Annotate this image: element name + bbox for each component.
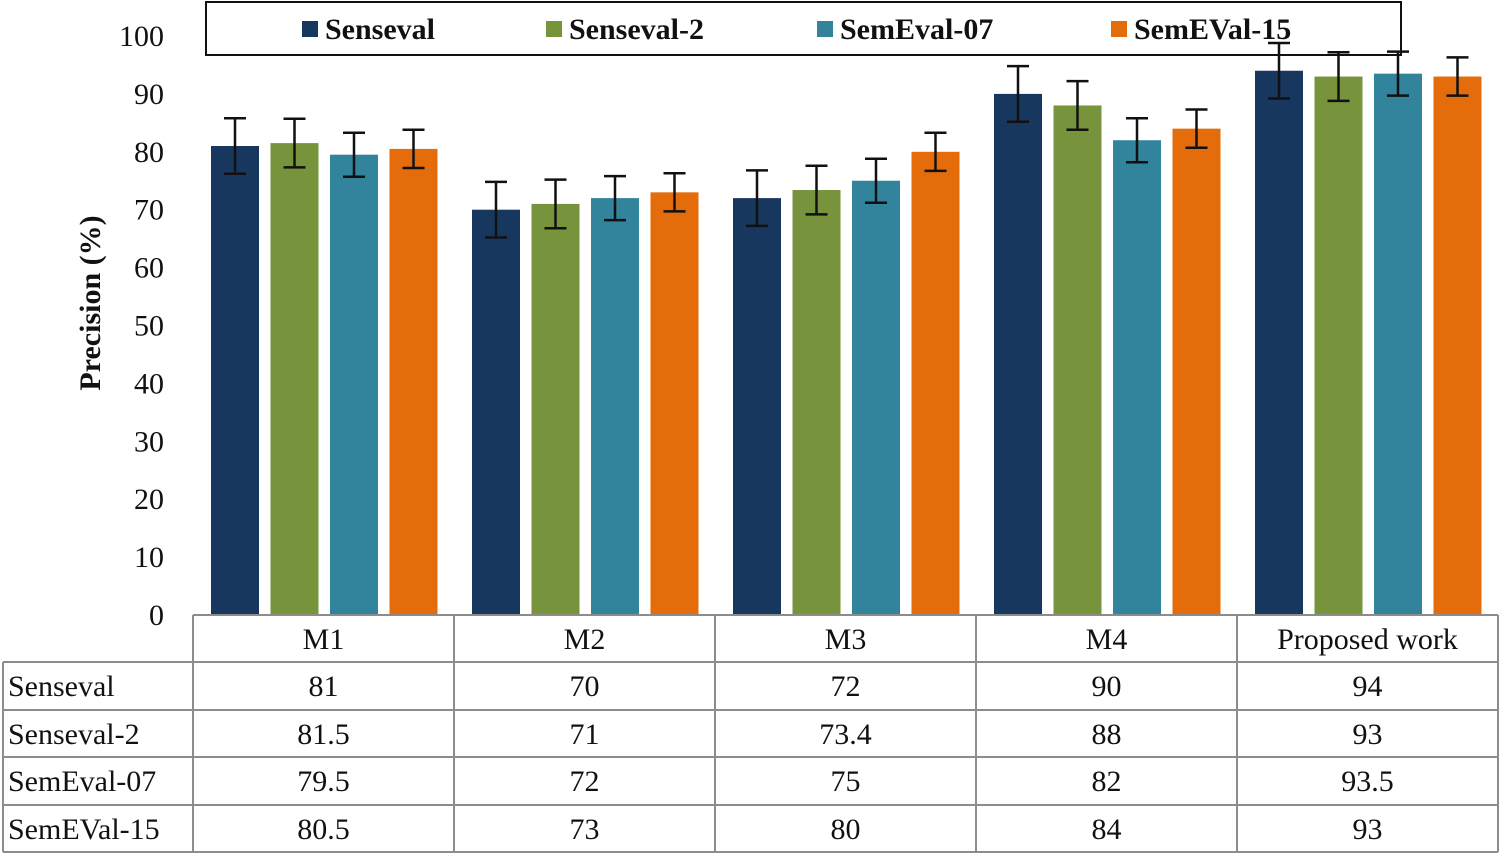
table-cell: 93	[1353, 813, 1383, 846]
bar-semeval-15-3	[911, 151, 960, 616]
error-bar	[1387, 50, 1409, 97]
error-bar	[402, 128, 425, 170]
y-tick-label: 70	[134, 194, 164, 227]
table-cell: 71	[570, 718, 600, 751]
table-row-label: SemEval-07	[8, 765, 156, 798]
y-tick-label: 60	[134, 252, 164, 285]
y-tick-label: 80	[134, 136, 164, 169]
error-bar	[544, 178, 567, 230]
y-tick-label: 50	[134, 310, 164, 343]
table-cell: 72	[831, 670, 861, 703]
bar-senseval-4	[994, 93, 1042, 615]
table-cell: 73.4	[819, 718, 872, 751]
bar-semeval-07-5	[1374, 73, 1422, 615]
legend: Senseval Senseval-2 SemEval-07 SemEVal-15	[205, 1, 1402, 56]
legend-label: Senseval	[325, 13, 435, 46]
y-axis: 0 10 20 30 40 50 60 70 80 90 100	[119, 20, 164, 632]
bar-semeval-07-3	[852, 180, 900, 615]
bar-senseval-3	[733, 198, 781, 615]
table-cell: 73	[570, 813, 600, 846]
y-tick-label: 40	[134, 367, 164, 400]
y-tick-label: 90	[134, 78, 164, 111]
bar-senseval-2-3	[792, 190, 841, 616]
error-bar	[224, 116, 246, 176]
legend-label: SemEVal-15	[1134, 13, 1291, 46]
table-cell: 90	[1092, 670, 1122, 703]
y-tick-label: 0	[149, 599, 164, 632]
bar-senseval-2-1	[270, 143, 319, 616]
table-cell: 79.5	[297, 765, 350, 798]
table-row-label: Senseval-2	[8, 718, 140, 751]
table-cell: 88	[1092, 718, 1122, 751]
bar-semeval-15-4	[1172, 128, 1221, 615]
error-bar	[343, 131, 365, 178]
error-bar	[1066, 79, 1089, 132]
error-bar	[1327, 50, 1350, 103]
table-row-label: Senseval	[8, 670, 115, 703]
error-bar	[805, 164, 828, 216]
x-category-label: M1	[303, 623, 345, 656]
legend-label: SemEval-07	[840, 13, 993, 46]
table-cell: 72	[570, 765, 600, 798]
error-bar	[1446, 56, 1469, 97]
x-category-label: Proposed work	[1277, 623, 1458, 656]
error-bar	[663, 171, 686, 213]
error-bars	[224, 41, 1469, 239]
x-category-label: M3	[825, 623, 867, 656]
bar-senseval-2-2	[531, 203, 580, 615]
y-tick-label: 100	[119, 20, 164, 53]
legend-swatch	[302, 21, 318, 37]
bar-senseval-1	[211, 146, 259, 615]
error-bar	[1185, 108, 1208, 149]
table-cell: 81.5	[297, 718, 350, 751]
table-row-label: SemEVal-15	[8, 813, 160, 846]
error-bar	[1007, 64, 1029, 123]
legend-box	[205, 1, 1402, 56]
bar-semeval-07-4	[1113, 140, 1161, 615]
table-cell: 82	[1092, 765, 1122, 798]
table-cell: 80.5	[297, 813, 350, 846]
error-bar	[1126, 116, 1148, 164]
table-cell: 75	[831, 765, 861, 798]
x-category-label: M4	[1086, 623, 1128, 656]
table-cell: 81	[309, 670, 339, 703]
error-bar	[283, 117, 306, 169]
table-cell: 93	[1353, 718, 1383, 751]
legend-label: Senseval-2	[569, 13, 704, 46]
y-tick-label: 20	[134, 483, 164, 516]
x-category-label: M2	[564, 623, 606, 656]
table-cell: 94	[1353, 670, 1383, 703]
error-bar	[604, 174, 626, 222]
legend-swatch	[1111, 21, 1127, 37]
data-table: M1 M2 M3 M4 Proposed work Senseval 81 70 72 90 94 S…	[2, 614, 1499, 853]
bar-semeval-15-1	[389, 148, 438, 615]
error-bar	[746, 169, 768, 228]
error-bar	[924, 131, 947, 173]
table-cell: 80	[831, 813, 861, 846]
error-bar	[865, 157, 887, 205]
bar-senseval-5	[1255, 70, 1303, 616]
y-tick-label: 30	[134, 425, 164, 458]
bar-senseval-2	[472, 209, 520, 615]
legend-swatch	[546, 21, 562, 37]
error-bar	[1268, 41, 1290, 100]
error-bar	[485, 180, 507, 239]
bar-semeval-07-1	[330, 154, 378, 615]
table-cell: 84	[1092, 813, 1122, 846]
bar-semeval-15-5	[1433, 76, 1482, 615]
y-tick-label: 10	[134, 541, 164, 574]
y-axis-label: Precision (%)	[74, 215, 107, 390]
table-cell: 93.5	[1341, 765, 1394, 798]
bar-semeval-07-2	[591, 198, 639, 615]
legend-swatch	[817, 21, 833, 37]
table-cell: 70	[570, 670, 600, 703]
bars	[211, 70, 1482, 616]
bar-senseval-2-5	[1314, 76, 1363, 615]
bar-semeval-15-2	[650, 192, 699, 615]
bar-senseval-2-4	[1053, 105, 1102, 615]
